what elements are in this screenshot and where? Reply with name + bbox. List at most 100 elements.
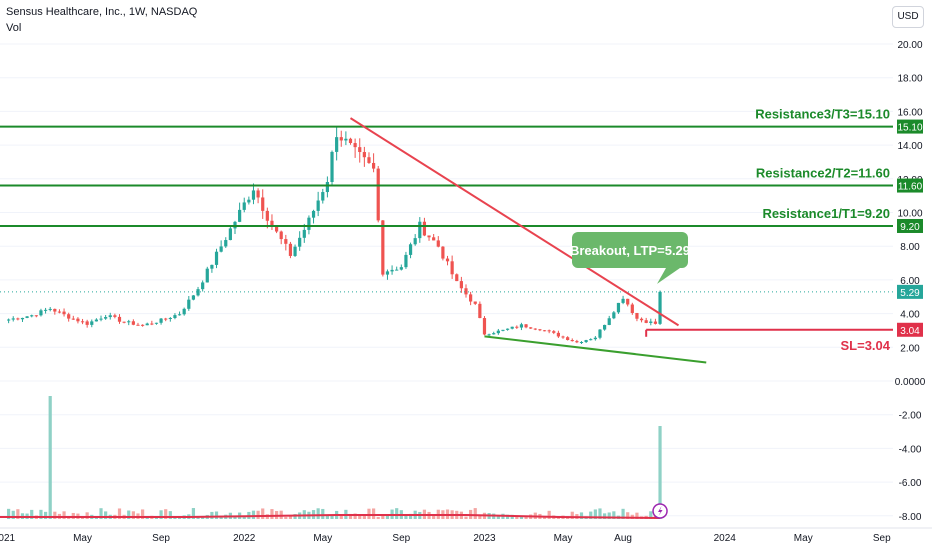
time-tick-label: 2023: [473, 533, 496, 544]
candle-body: [288, 243, 293, 256]
candle-body: [372, 162, 376, 169]
candle-body: [53, 308, 57, 312]
volume-bar: [99, 508, 103, 519]
candle-body: [612, 312, 616, 319]
candle-body: [62, 311, 66, 315]
candle-body: [335, 137, 339, 152]
volume-bar: [270, 509, 274, 519]
candle-body: [469, 294, 473, 302]
volume-bar: [367, 508, 371, 519]
candle-body: [85, 321, 89, 325]
candle-body: [561, 336, 565, 338]
candle-body: [362, 152, 366, 158]
volume-bar: [117, 508, 122, 519]
volume-bars: [0, 396, 668, 519]
candle-body: [261, 197, 265, 211]
candle-body: [547, 330, 551, 332]
volume-bar: [210, 511, 214, 519]
volume-bar: [164, 509, 168, 519]
candle-body: [173, 315, 177, 318]
volume-bar: [168, 511, 172, 519]
candle-body: [131, 321, 135, 325]
volume-bar: [261, 508, 265, 519]
candle-body: [376, 168, 380, 221]
candle-body: [404, 254, 408, 268]
candle-body: [25, 316, 29, 318]
candle-body: [154, 322, 159, 324]
volume-bar: [53, 511, 57, 519]
candle-body: [219, 246, 223, 252]
volume-bar: [159, 510, 163, 519]
candle-body: [325, 181, 329, 193]
currency-button[interactable]: USD: [892, 6, 924, 28]
volume-bar: [626, 512, 630, 519]
candle-body: [238, 209, 242, 222]
candle-body: [71, 318, 75, 320]
candle-body: [542, 330, 547, 332]
callout-text: Breakout, LTP=5.29: [570, 243, 690, 258]
candle-body: [621, 298, 625, 303]
volume-bar: [362, 514, 366, 519]
candle-body: [353, 143, 357, 148]
volume-bar: [376, 516, 380, 519]
descending-trendline: [349, 117, 680, 327]
volume-bar: [649, 511, 653, 519]
candle-body: [284, 239, 288, 244]
candle-body: [256, 190, 260, 198]
volume-bar: [85, 512, 89, 519]
last-price-tag-text: 5.29: [900, 288, 920, 299]
candle-body: [159, 318, 163, 323]
candle-body: [150, 323, 154, 325]
candle-body: [330, 151, 334, 182]
callout-pointer: [657, 268, 680, 284]
candle-body: [510, 326, 514, 329]
candle-body: [464, 288, 468, 295]
candle-body: [141, 324, 145, 326]
candle-body: [445, 258, 450, 262]
candle-body: [57, 311, 62, 313]
candle-body: [48, 308, 52, 310]
volume-bar: [607, 512, 611, 519]
candle-body: [302, 229, 306, 238]
candle-body: [339, 137, 343, 141]
volume-bar: [547, 510, 551, 519]
candle-body: [639, 318, 644, 321]
candle-body: [94, 319, 98, 322]
time-tick-label: Sep: [152, 533, 170, 544]
volume-bar: [242, 516, 246, 519]
volume-bar: [570, 511, 574, 519]
candle-body: [108, 315, 112, 318]
candle-body: [228, 228, 232, 241]
price-tick-label: 20.00: [897, 40, 922, 51]
candle-body: [201, 282, 205, 290]
volume-bar: [288, 515, 293, 519]
candle-body: [552, 331, 556, 333]
candle-body: [413, 238, 417, 245]
candle-body: [80, 321, 85, 323]
resistance-label: Resistance1/T1=9.20: [762, 206, 890, 221]
candle-body: [381, 220, 385, 275]
time-tick-label: Sep: [392, 533, 410, 544]
price-tick-label: 6.00: [900, 276, 920, 287]
price-tick-label: -4.00: [899, 444, 922, 455]
candle-body: [519, 324, 524, 328]
price-tick-label: -6.00: [899, 478, 922, 489]
candle-body: [348, 138, 353, 144]
candle-body: [76, 318, 80, 322]
level-price-tag-text: 9.20: [900, 222, 920, 233]
time-tick-label: 2022: [233, 533, 256, 544]
candle-body: [7, 319, 11, 321]
volume-bar: [62, 511, 66, 519]
volume-bar: [593, 509, 597, 519]
price-tick-label: 2.00: [900, 343, 920, 354]
time-tick-label: Sep: [873, 533, 891, 544]
time-tick-label: May: [794, 533, 813, 544]
candle-body: [279, 231, 283, 240]
volume-bar: [635, 512, 639, 519]
candle-body: [385, 271, 390, 275]
price-tick-label: 16.00: [897, 107, 922, 118]
candle-body: [344, 138, 348, 141]
candle-body: [529, 327, 533, 329]
